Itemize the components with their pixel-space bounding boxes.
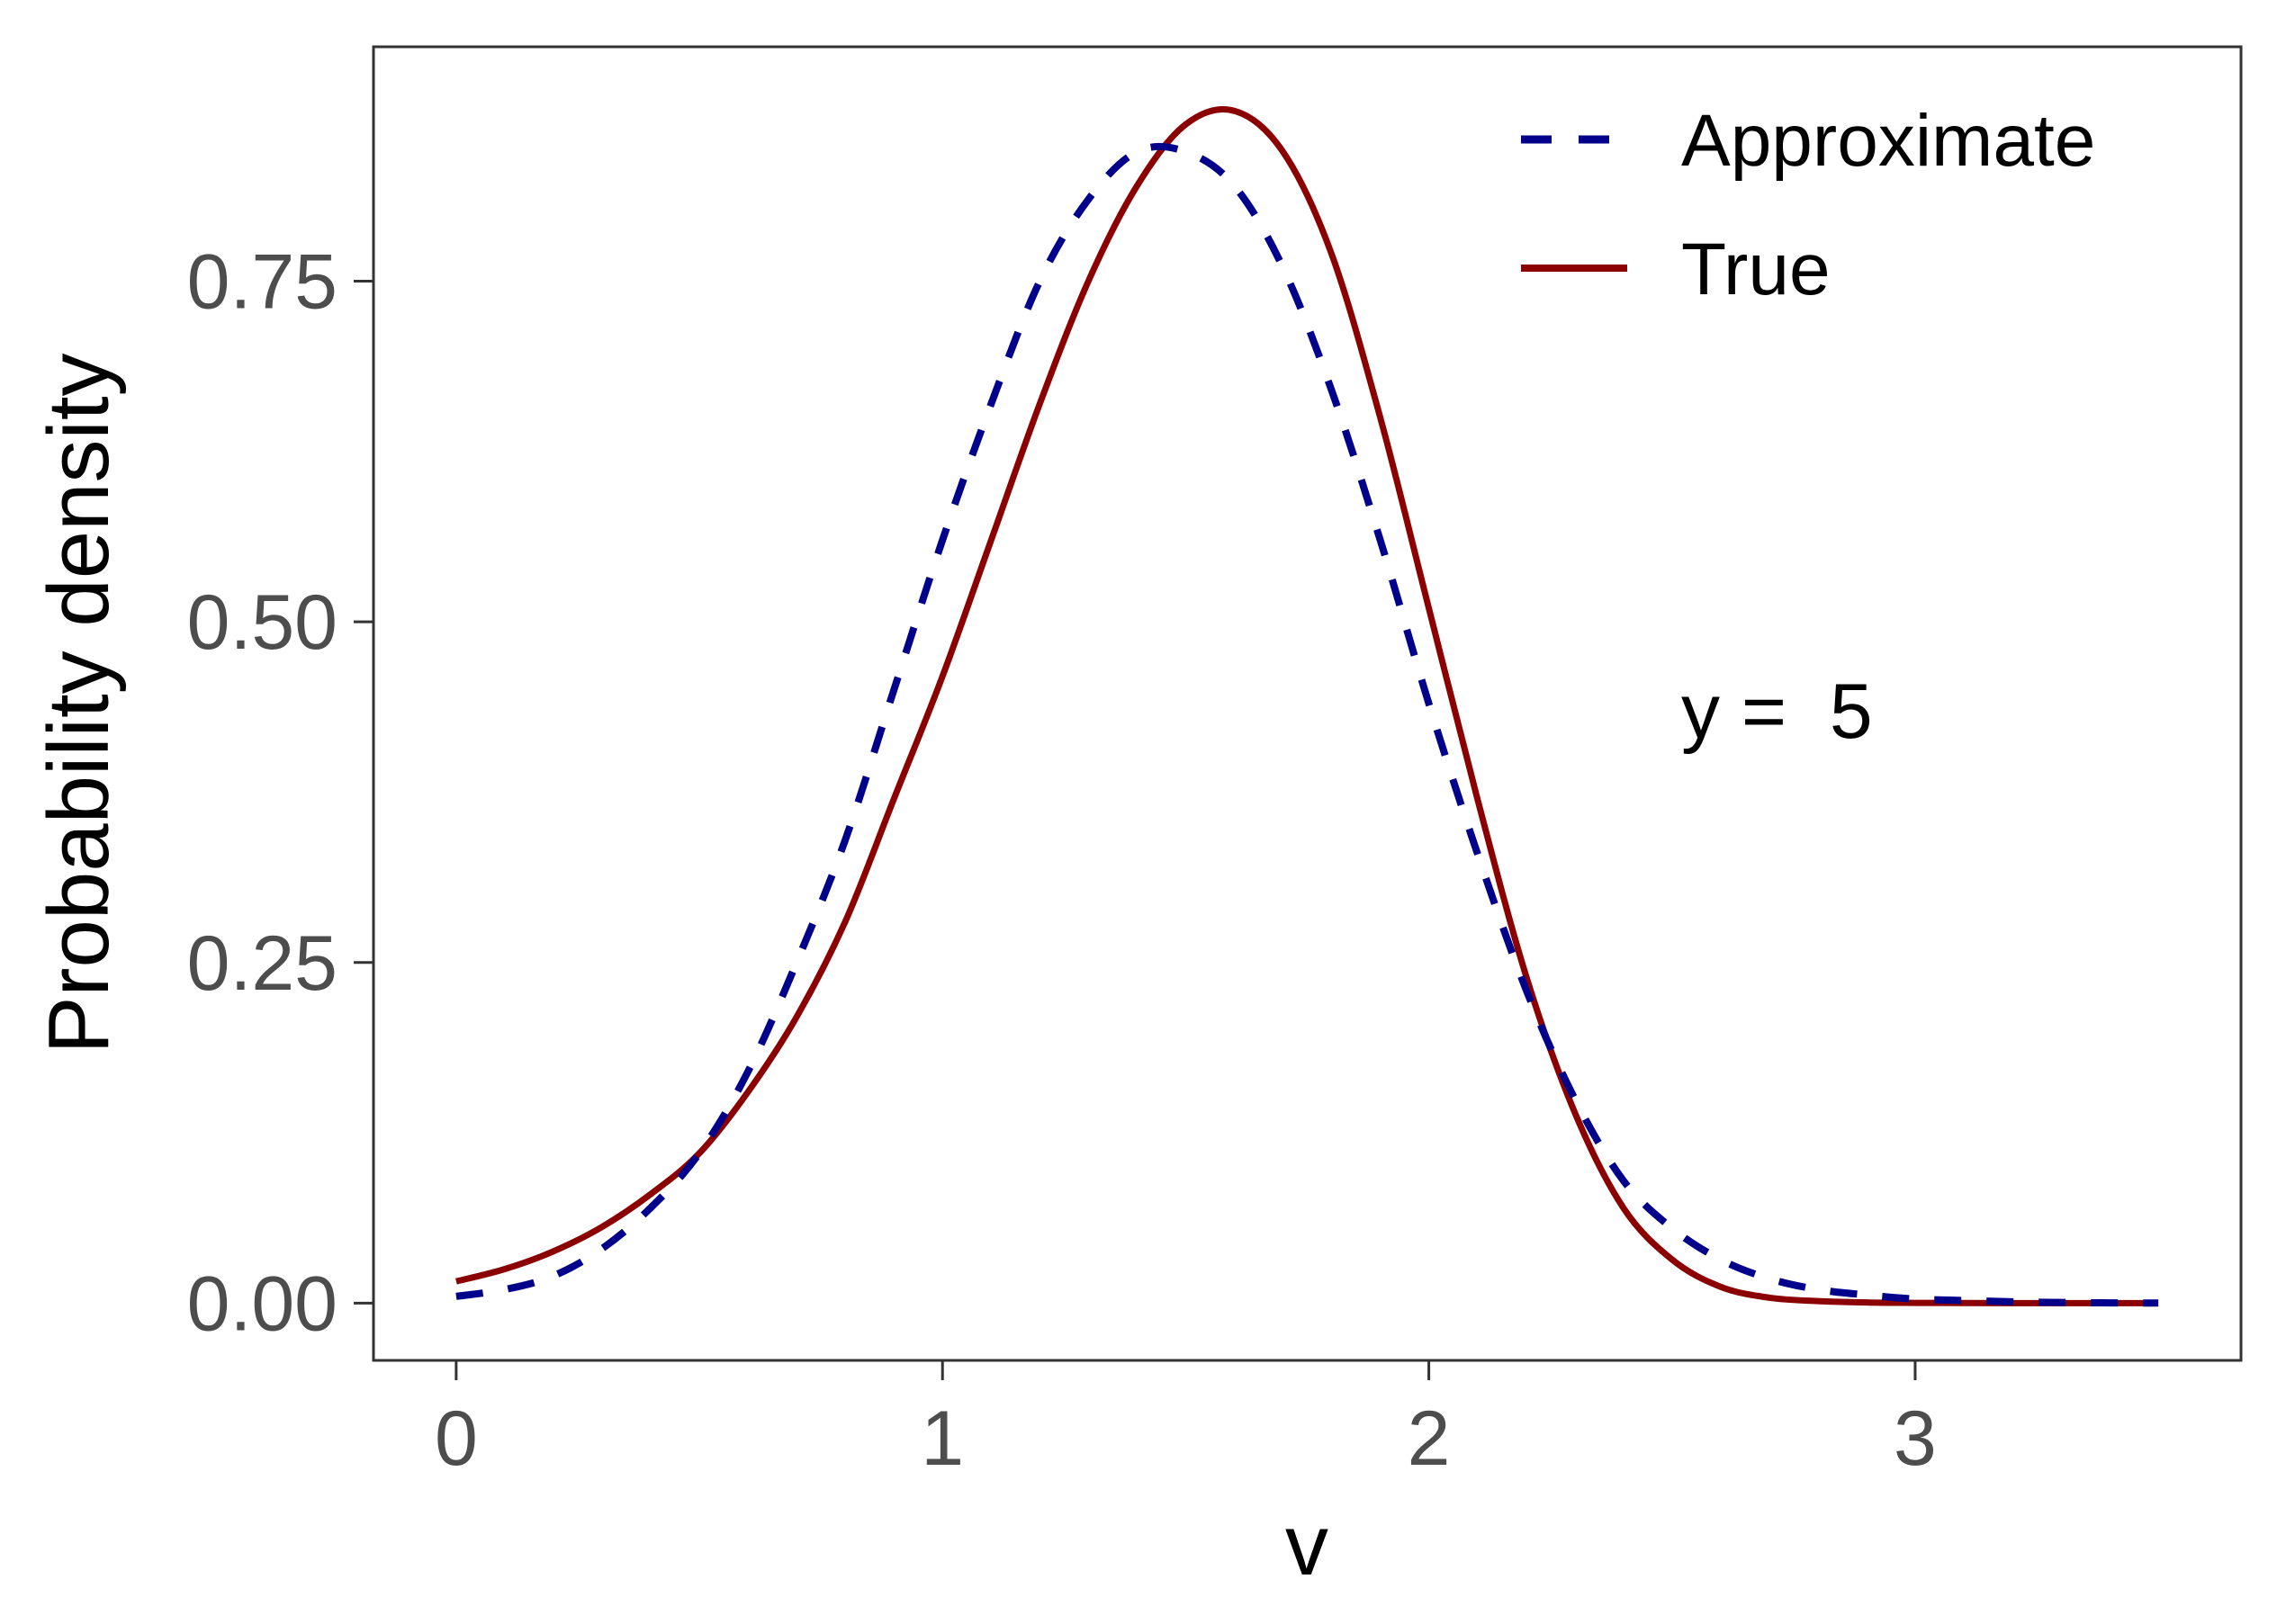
axes-layer: 0 1 2 3 0.00 0.25 0.50 0.75 [187, 238, 1937, 1482]
plot-panel-border [372, 45, 2243, 1362]
y-tick-label: 0.25 [187, 920, 338, 1007]
x-tick-label: 2 [1408, 1395, 1451, 1482]
y-axis-title: Probability density [31, 353, 127, 1054]
annotation-y-value: y = 5 [1681, 668, 1873, 755]
x-tick-label: 3 [1894, 1395, 1937, 1482]
series-line-true [455, 105, 2159, 1306]
y-tick-label: 0.75 [187, 238, 338, 325]
x-axis-title: v [1285, 1497, 1328, 1593]
series-layer [455, 105, 2159, 1307]
x-tick-label: 1 [921, 1395, 964, 1482]
y-tick-label: 0.00 [187, 1261, 338, 1347]
series-line-approximate [455, 142, 2159, 1307]
x-tick-label: 0 [435, 1395, 478, 1482]
legend: Approximate True [1521, 100, 2095, 310]
legend-label-approximate: Approximate [1681, 100, 2095, 182]
y-tick-label: 0.50 [187, 579, 338, 666]
legend-label-true: True [1681, 229, 1831, 310]
